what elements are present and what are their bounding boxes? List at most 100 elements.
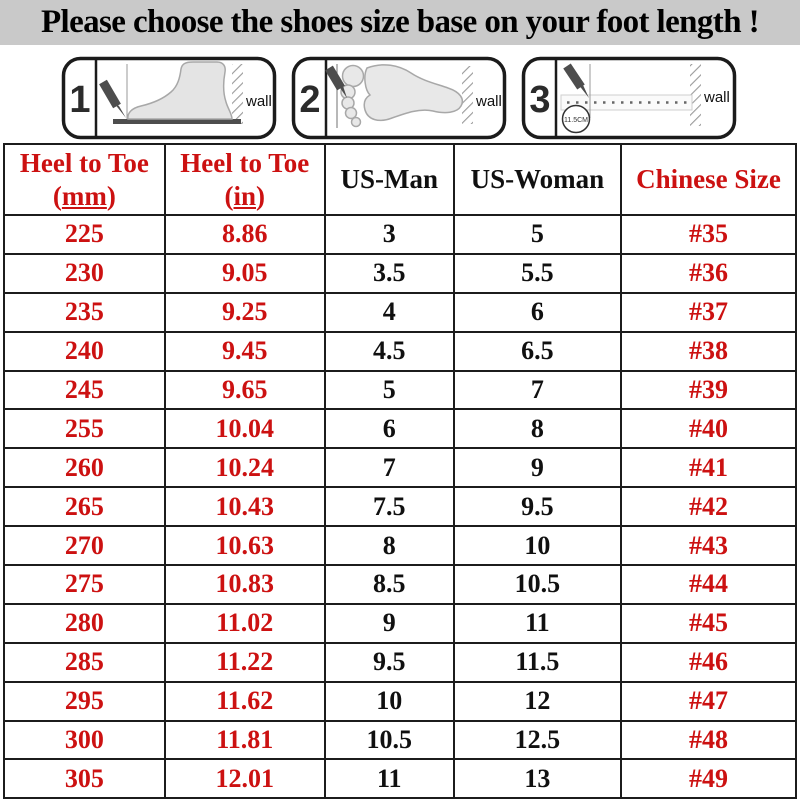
cell-us-man: 10: [323, 680, 455, 722]
cell-chinese-size: #45: [619, 602, 798, 644]
cell-chinese-size: #36: [619, 252, 798, 294]
cell-heel-to-toe-in: 9.05: [163, 252, 326, 294]
title-banner: Please choose the shoes size base on you…: [0, 0, 800, 45]
step-number: 3: [529, 79, 550, 121]
cell-heel-to-toe-mm: 235: [3, 291, 166, 333]
cell-chinese-size: #47: [619, 680, 798, 722]
cell-us-woman: 12.5: [452, 719, 622, 761]
measure-step-1-diagram: 1 wall: [61, 56, 276, 140]
wall-hatch: [461, 66, 473, 124]
cell-chinese-size: #42: [619, 486, 798, 528]
cell-us-man: 8: [323, 525, 455, 567]
cell-heel-to-toe-in: 11.02: [163, 602, 326, 644]
size-row: 235 9.25 4 6 #37: [3, 291, 798, 333]
header-title: Heel to Toe: [180, 148, 310, 179]
cell-us-woman: 9: [452, 447, 622, 489]
cell-us-woman: 6: [452, 291, 622, 333]
cell-chinese-size: #39: [619, 369, 798, 411]
cell-us-man: 11: [323, 758, 455, 800]
cell-us-man: 3: [323, 214, 455, 255]
cell-heel-to-toe-mm: 230: [3, 252, 166, 294]
foot-side-view: [126, 61, 233, 120]
size-row: 280 11.02 9 11 #45: [3, 602, 798, 644]
cell-us-woman: 12: [452, 680, 622, 722]
cell-heel-to-toe-in: 10.24: [163, 447, 326, 489]
col-header-heel-to-toe-in: Heel to Toe (in): [163, 143, 326, 216]
size-chart-table: Heel to Toe (mm) Heel to Toe (in) US-Man…: [3, 143, 798, 800]
size-row: 305 12.01 11 13 #49: [3, 758, 798, 800]
cell-chinese-size: #35: [619, 214, 798, 255]
size-row: 245 9.65 5 7 #39: [3, 369, 798, 411]
wall-label: wall: [475, 93, 502, 110]
cell-us-man: 3.5: [323, 252, 455, 294]
col-header-chinese-size: Chinese Size: [619, 143, 798, 216]
col-header-heel-to-toe-mm: Heel to Toe (mm): [3, 143, 166, 216]
size-row: 265 10.43 7.5 9.5 #42: [3, 486, 798, 528]
cell-chinese-size: #46: [619, 641, 798, 683]
cell-heel-to-toe-in: 10.43: [163, 486, 326, 528]
cell-chinese-size: #44: [619, 564, 798, 605]
cell-heel-to-toe-in: 9.25: [163, 291, 326, 333]
size-row: 295 11.62 10 12 #47: [3, 680, 798, 722]
cell-heel-to-toe-mm: 270: [3, 525, 166, 567]
cell-chinese-size: #40: [619, 408, 798, 450]
cell-heel-to-toe-mm: 240: [3, 330, 166, 372]
size-chart-header-row: Heel to Toe (mm) Heel to Toe (in) US-Man…: [3, 143, 798, 216]
cell-chinese-size: #49: [619, 758, 798, 800]
cell-us-woman: 11.5: [452, 641, 622, 683]
ruler-band: [560, 94, 692, 111]
cell-us-man: 7: [323, 447, 455, 489]
pencil-tip: [113, 103, 126, 118]
size-row: 230 9.05 3.5 5.5 #36: [3, 252, 798, 294]
cell-heel-to-toe-in: 9.45: [163, 330, 326, 372]
size-row: 240 9.45 4.5 6.5 #38: [3, 330, 798, 372]
measure-step-3-diagram: 3 11.5CM wall: [521, 56, 736, 140]
cell-heel-to-toe-in: 10.04: [163, 408, 326, 450]
pencil-tip: [337, 85, 347, 98]
pencil-icon: [562, 63, 585, 90]
cell-us-woman: 5: [452, 214, 622, 255]
cell-heel-to-toe-in: 11.62: [163, 680, 326, 722]
cell-us-woman: 6.5: [452, 330, 622, 372]
cell-heel-to-toe-mm: 300: [3, 719, 166, 761]
header-unit: (mm): [52, 180, 116, 211]
cell-heel-to-toe-in: 8.86: [163, 214, 326, 255]
cell-us-man: 9.5: [323, 641, 455, 683]
size-row: 225 8.86 3 5 #35: [3, 214, 798, 255]
col-header-us-woman: US-Woman: [452, 143, 622, 216]
length-circle-label: 11.5CM: [564, 117, 588, 124]
wall-hatch: [231, 64, 243, 124]
size-row: 275 10.83 8.5 10.5 #44: [3, 564, 798, 605]
measure-step-2-diagram: 2 wall: [291, 56, 506, 140]
cell-us-man: 7.5: [323, 486, 455, 528]
cell-us-woman: 5.5: [452, 252, 622, 294]
cell-heel-to-toe-mm: 225: [3, 214, 166, 255]
length-circle: [561, 104, 590, 134]
size-row: 285 11.22 9.5 11.5 #46: [3, 641, 798, 683]
page-title: Please choose the shoes size base on you…: [40, 4, 760, 40]
cell-us-man: 4.5: [323, 330, 455, 372]
cell-us-woman: 7: [452, 369, 622, 411]
size-row: 260 10.24 7 9 #41: [3, 447, 798, 489]
cell-chinese-size: #48: [619, 719, 798, 761]
cell-heel-to-toe-mm: 275: [3, 564, 166, 605]
ground-line: [112, 119, 241, 124]
cell-chinese-size: #41: [619, 447, 798, 489]
pencil-icon: [324, 65, 345, 91]
pencil-tip: [577, 84, 589, 98]
cell-heel-to-toe-in: 12.01: [163, 758, 326, 800]
cell-us-woman: 9.5: [452, 486, 622, 528]
cell-chinese-size: #37: [619, 291, 798, 333]
size-chart-body: 225 8.86 3 5 #35 230 9.05 3.5 5.5 #36 23…: [3, 214, 798, 800]
wall-label: wall: [245, 93, 272, 110]
cell-heel-to-toe-mm: 285: [3, 641, 166, 683]
cell-us-man: 8.5: [323, 564, 455, 605]
cell-us-woman: 8: [452, 408, 622, 450]
step-number: 2: [299, 79, 320, 121]
size-row: 255 10.04 6 8 #40: [3, 408, 798, 450]
cell-chinese-size: #43: [619, 525, 798, 567]
cell-heel-to-toe-mm: 295: [3, 680, 166, 722]
cell-us-woman: 11: [452, 602, 622, 644]
cell-heel-to-toe-mm: 305: [3, 758, 166, 800]
cell-us-woman: 10.5: [452, 564, 622, 605]
